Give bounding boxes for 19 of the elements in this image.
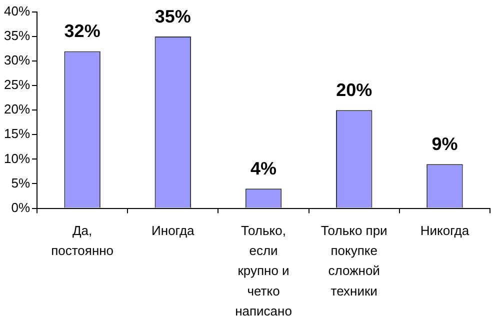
data-label: 9% — [432, 134, 458, 154]
y-tick-label: 5% — [11, 175, 30, 190]
x-tick-label: Только, если крупно и четко написано — [235, 222, 292, 319]
x-tick-label: Иногда — [152, 222, 196, 238]
y-tick-label: 15% — [4, 126, 30, 142]
x-tick-label: Никогда — [420, 222, 470, 238]
y-tick-label: 20% — [4, 102, 30, 117]
x-tick-label: Да, постоянно — [51, 222, 114, 258]
x-tick-label: Только при покупке сложной техники — [320, 222, 388, 298]
data-label: 35% — [154, 6, 191, 26]
y-tick-label: 25% — [4, 77, 30, 92]
y-tick-label: 40% — [4, 4, 30, 19]
data-label: 20% — [336, 80, 372, 100]
y-tick-label: 10% — [4, 150, 30, 166]
y-tick-label: 35% — [4, 28, 30, 44]
data-label: 32% — [64, 21, 100, 42]
y-tick-label: 30% — [4, 52, 30, 68]
data-label: 4% — [250, 158, 277, 179]
y-tick-label: 0% — [11, 200, 30, 215]
